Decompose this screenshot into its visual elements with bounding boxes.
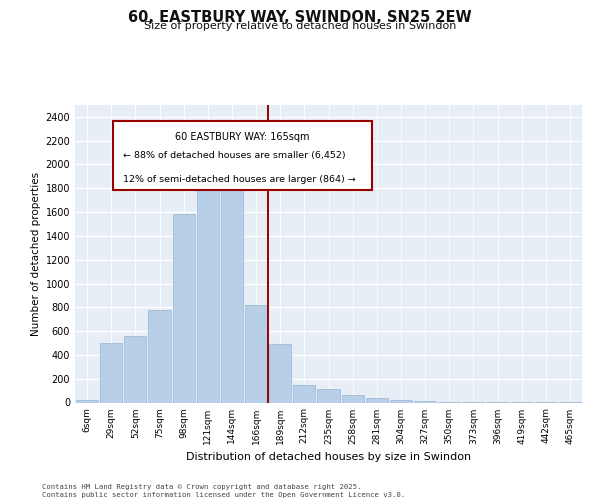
Bar bbox=[76, 400, 98, 402]
FancyBboxPatch shape bbox=[113, 122, 371, 190]
X-axis label: Distribution of detached houses by size in Swindon: Distribution of detached houses by size … bbox=[186, 452, 471, 462]
Text: ← 88% of detached houses are smaller (6,452): ← 88% of detached houses are smaller (6,… bbox=[123, 151, 346, 160]
Bar bbox=[245, 305, 267, 402]
Text: Contains HM Land Registry data © Crown copyright and database right 2025.
Contai: Contains HM Land Registry data © Crown c… bbox=[42, 484, 405, 498]
Y-axis label: Number of detached properties: Number of detached properties bbox=[31, 172, 41, 336]
Bar bbox=[293, 384, 316, 402]
Bar bbox=[124, 336, 146, 402]
Bar bbox=[269, 344, 292, 403]
Bar bbox=[317, 389, 340, 402]
Text: 12% of semi-detached houses are larger (864) →: 12% of semi-detached houses are larger (… bbox=[123, 175, 356, 184]
Bar bbox=[173, 214, 195, 402]
Bar bbox=[197, 170, 219, 402]
Bar bbox=[148, 310, 170, 402]
Bar bbox=[221, 182, 243, 402]
Text: 60, EASTBURY WAY, SWINDON, SN25 2EW: 60, EASTBURY WAY, SWINDON, SN25 2EW bbox=[128, 10, 472, 25]
Bar bbox=[390, 400, 412, 402]
Bar bbox=[365, 398, 388, 402]
Text: 60 EASTBURY WAY: 165sqm: 60 EASTBURY WAY: 165sqm bbox=[175, 132, 310, 142]
Bar bbox=[100, 343, 122, 402]
Text: Size of property relative to detached houses in Swindon: Size of property relative to detached ho… bbox=[144, 21, 456, 31]
Bar bbox=[341, 395, 364, 402]
